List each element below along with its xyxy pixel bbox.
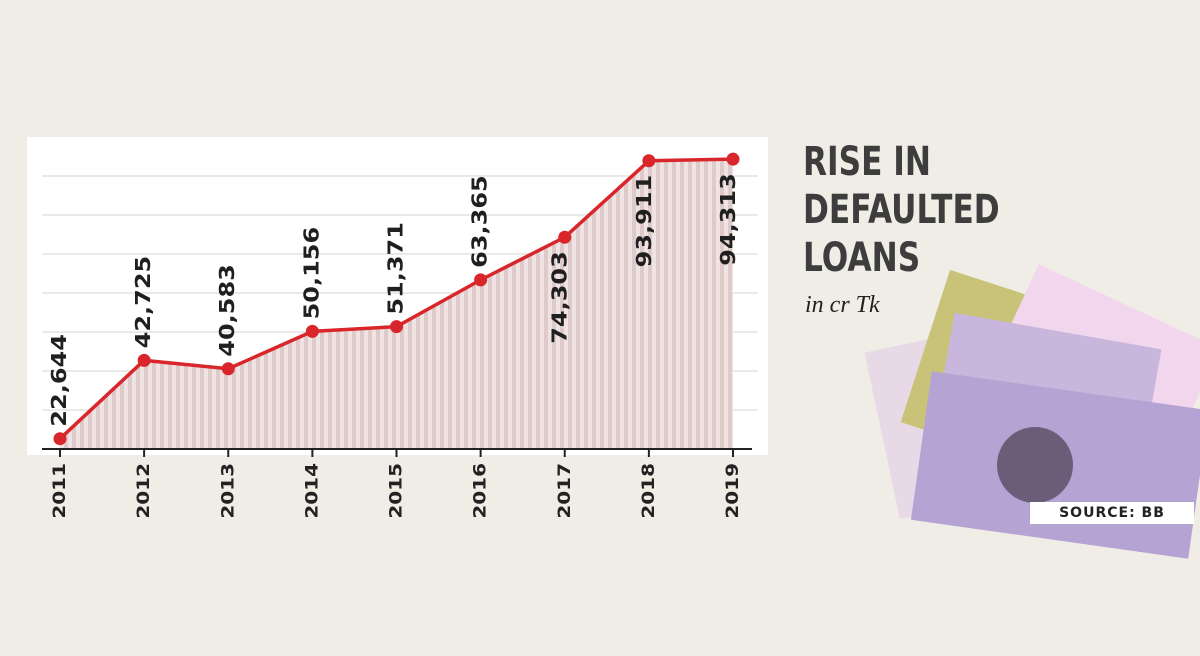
value-label: 22,644 [48, 334, 72, 427]
value-label: 93,911 [633, 175, 657, 268]
value-label: 51,371 [384, 222, 408, 315]
x-tick-label: 2016 [471, 463, 490, 519]
value-label: 42,725 [132, 256, 156, 349]
value-label: 74,303 [548, 251, 572, 344]
point [726, 152, 740, 166]
value-label: 94,313 [717, 173, 741, 266]
point [53, 432, 67, 446]
source-note: SOURCE: BB [1030, 502, 1194, 524]
point [137, 353, 151, 367]
x-tick-label: 2014 [303, 463, 322, 519]
point [642, 154, 656, 168]
x-tick-label: 2019 [723, 463, 742, 519]
point [558, 230, 572, 244]
chart-subtitle: in cr Tk [805, 292, 880, 318]
money-illustration [864, 264, 1200, 559]
x-tick-label: 2012 [135, 463, 154, 519]
point [221, 362, 235, 376]
point [474, 273, 488, 287]
x-tick-label: 2017 [555, 463, 574, 519]
value-label: 63,365 [468, 175, 492, 268]
x-tick-label: 2015 [387, 463, 406, 519]
x-tick-label: 2011 [50, 463, 69, 519]
value-label: 40,583 [216, 264, 240, 357]
chart-title: RISE IN DEFAULTED LOANS [803, 139, 1000, 281]
x-tick-label: 2018 [639, 463, 658, 519]
x-tick-label: 2013 [219, 463, 238, 519]
area-fill [60, 159, 733, 449]
point [305, 324, 319, 338]
point [390, 320, 403, 334]
value-label: 50,156 [300, 227, 324, 320]
